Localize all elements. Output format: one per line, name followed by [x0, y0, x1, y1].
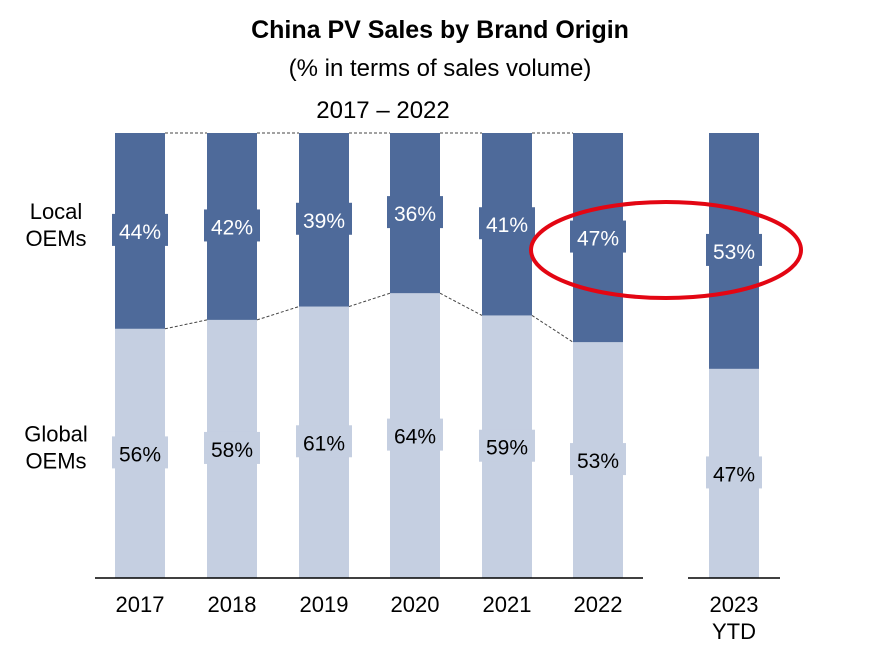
boundary-connector [256, 306, 300, 321]
data-label-box [204, 431, 260, 464]
data-label-global-oems-2020: 64% [394, 426, 436, 449]
data-label-local-oems-2021: 41% [486, 214, 528, 237]
x-tick-label-2017: 2017 [116, 592, 165, 617]
series-labels: Global OEMs Local OEMs [24, 199, 88, 474]
boundary-connector [348, 292, 391, 308]
data-label-box [479, 207, 535, 240]
boundary-connector [531, 315, 574, 343]
x-axis: 2017 2018 2019 2020 2021 2022 2023 YTD [95, 577, 780, 644]
connector-lines [164, 132, 574, 343]
data-label-global-oems-2017: 56% [119, 443, 161, 466]
data-label-global-oems-2018: 58% [211, 439, 253, 462]
data-label-local-oems-2018: 42% [211, 216, 253, 239]
data-label-box [570, 443, 626, 476]
data-label-box [387, 196, 443, 229]
data-label-box [296, 202, 352, 235]
boundary-connector [164, 319, 208, 330]
data-label-box [112, 213, 168, 246]
highlight-ellipse [529, 200, 803, 300]
data-label-box [706, 233, 762, 266]
data-label-box [706, 456, 762, 489]
data-label-local-oems-2017: 44% [119, 221, 161, 244]
x-tick-label-2019: 2019 [300, 592, 349, 617]
boundary-connector [439, 292, 483, 316]
data-label-local-oems-2019: 39% [303, 210, 345, 233]
highlight-layer [529, 200, 803, 300]
data-label-local-oems-2023-ytd: 53% [713, 241, 755, 264]
chart-subtitle: (% in terms of sales volume) [289, 55, 592, 82]
x-tick-label-2022: 2022 [574, 592, 623, 617]
series-label-global-oems: Global OEMs [24, 421, 88, 473]
data-label-global-oems-2023-ytd: 47% [713, 463, 755, 486]
series-label-local-oems: Local OEMs [25, 199, 86, 251]
chart-title: China PV Sales by Brand Origin [251, 16, 629, 44]
data-label-global-oems-2021: 59% [486, 437, 528, 460]
data-labels-layer: 56% 44% 58% 42% 61% 39% 64% 36% 59% 41% 53% 47% 47% 5… [112, 196, 762, 489]
data-label-box [112, 436, 168, 469]
x-tick-label-2018: 2018 [208, 592, 257, 617]
x-tick-label-2023-ytd: 2023 YTD [710, 592, 759, 644]
period-label: 2017 – 2022 [316, 97, 449, 124]
data-label-box [387, 418, 443, 451]
data-label-global-oems-2022: 53% [577, 450, 619, 473]
x-tick-label-2020: 2020 [391, 592, 440, 617]
data-label-local-oems-2020: 36% [394, 203, 436, 226]
data-label-local-oems-2022: 47% [577, 228, 619, 251]
data-label-box [479, 429, 535, 462]
data-label-box [296, 425, 352, 458]
data-label-box [570, 220, 626, 253]
data-label-global-oems-2019: 61% [303, 432, 345, 455]
data-label-box [204, 209, 260, 242]
x-tick-label-2021: 2021 [483, 592, 532, 617]
